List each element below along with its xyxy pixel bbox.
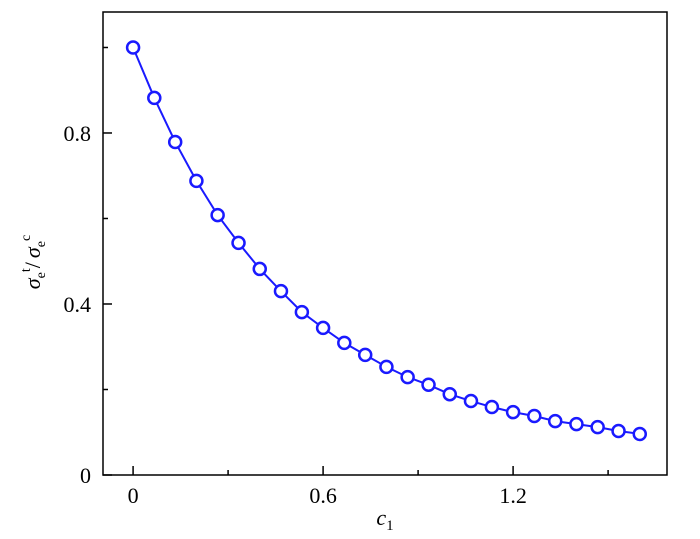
marker <box>357 347 373 363</box>
marker <box>569 416 584 432</box>
marker <box>273 283 289 299</box>
marker <box>442 386 458 402</box>
marker <box>421 377 436 393</box>
marker <box>167 134 183 150</box>
x-tick-label: 1.2 <box>499 483 527 508</box>
line <box>132 47 640 435</box>
x-axis-label: c1 <box>376 505 393 534</box>
marker <box>315 320 331 336</box>
marker <box>252 261 268 277</box>
marker <box>632 426 648 442</box>
y-label-sup: c <box>19 235 34 241</box>
marker <box>547 413 563 429</box>
y-label-sub: e <box>34 241 49 247</box>
x-tick-label: 0 <box>128 483 139 508</box>
marker <box>527 408 542 424</box>
marker <box>400 369 415 385</box>
x-label-sub: 1 <box>386 518 394 534</box>
marker <box>189 173 204 189</box>
y-tick-label: 0.4 <box>64 292 92 317</box>
marker <box>125 40 141 55</box>
marker <box>484 399 500 415</box>
x-label-symbol: c <box>376 505 386 530</box>
marker <box>379 359 394 375</box>
y-label-sub: e <box>34 272 49 278</box>
marker <box>337 335 352 351</box>
marker <box>611 423 626 439</box>
marker <box>147 90 162 106</box>
marker <box>590 419 605 435</box>
x-tick-label: 0.6 <box>309 483 337 508</box>
y-axis-label: σet/σec <box>19 235 49 289</box>
y-tick-label: 0.8 <box>64 121 92 146</box>
plot-frame <box>102 11 668 476</box>
marker <box>463 393 479 409</box>
y-label-symbol: σ <box>20 277 45 289</box>
marker <box>210 207 225 223</box>
y-label-sup: t <box>19 268 34 272</box>
marker <box>294 304 310 320</box>
y-tick-label: 0 <box>80 463 91 488</box>
marker <box>231 235 246 251</box>
y-label-sep: / <box>20 261 45 268</box>
marker <box>505 404 521 420</box>
y-label-symbol: σ <box>20 246 45 258</box>
